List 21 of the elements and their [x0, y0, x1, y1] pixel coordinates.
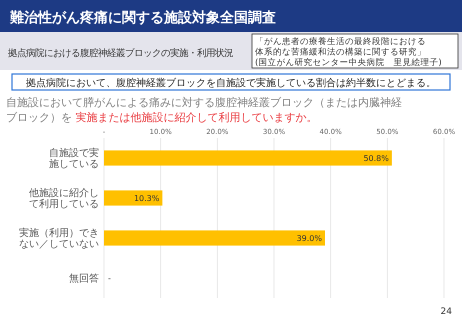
y-tick-label: 実施（利用）できない／していない — [19, 227, 99, 250]
y-tick-label: 他施設に紹介して利用している — [29, 187, 99, 210]
bar — [104, 190, 162, 206]
data-label: 39.0% — [296, 234, 322, 243]
y-tick-label: 無回答 — [69, 272, 99, 284]
text: 自施設において膵がんによる痛みに対する腹腔神経叢ブロック（または内臓神経 — [6, 96, 402, 109]
data-label: 10.3% — [134, 194, 160, 203]
text: 拠点病院において、腹腔神経叢ブロックを自施設で実施している割合は約半数にとどまる。 — [26, 77, 436, 89]
data-label: 50.8% — [363, 154, 390, 163]
bar — [104, 150, 392, 166]
text: 「がん患者の療養生活の最終段階における — [255, 36, 426, 47]
text: ブロック）を — [6, 111, 76, 124]
bar — [104, 230, 325, 246]
data-label: - — [108, 274, 111, 283]
y-tick-label: 自施設で実施している — [49, 147, 99, 170]
text: 実施または他施設に紹介して利用していますか。 — [76, 111, 318, 124]
text: 24 — [440, 307, 452, 317]
text: 体系的な苦痛緩和法の構築に関する研究」 — [255, 46, 426, 58]
chart-subtitle: 拠点病院における腹腔神経叢ブロックの実施・利用状況 — [8, 48, 233, 59]
text: (国立がん研究センター中央病院 里見絵理子) — [255, 57, 442, 68]
chart-title: 難治性がん疼痛に関する施設対象全国調査 — [9, 9, 276, 26]
